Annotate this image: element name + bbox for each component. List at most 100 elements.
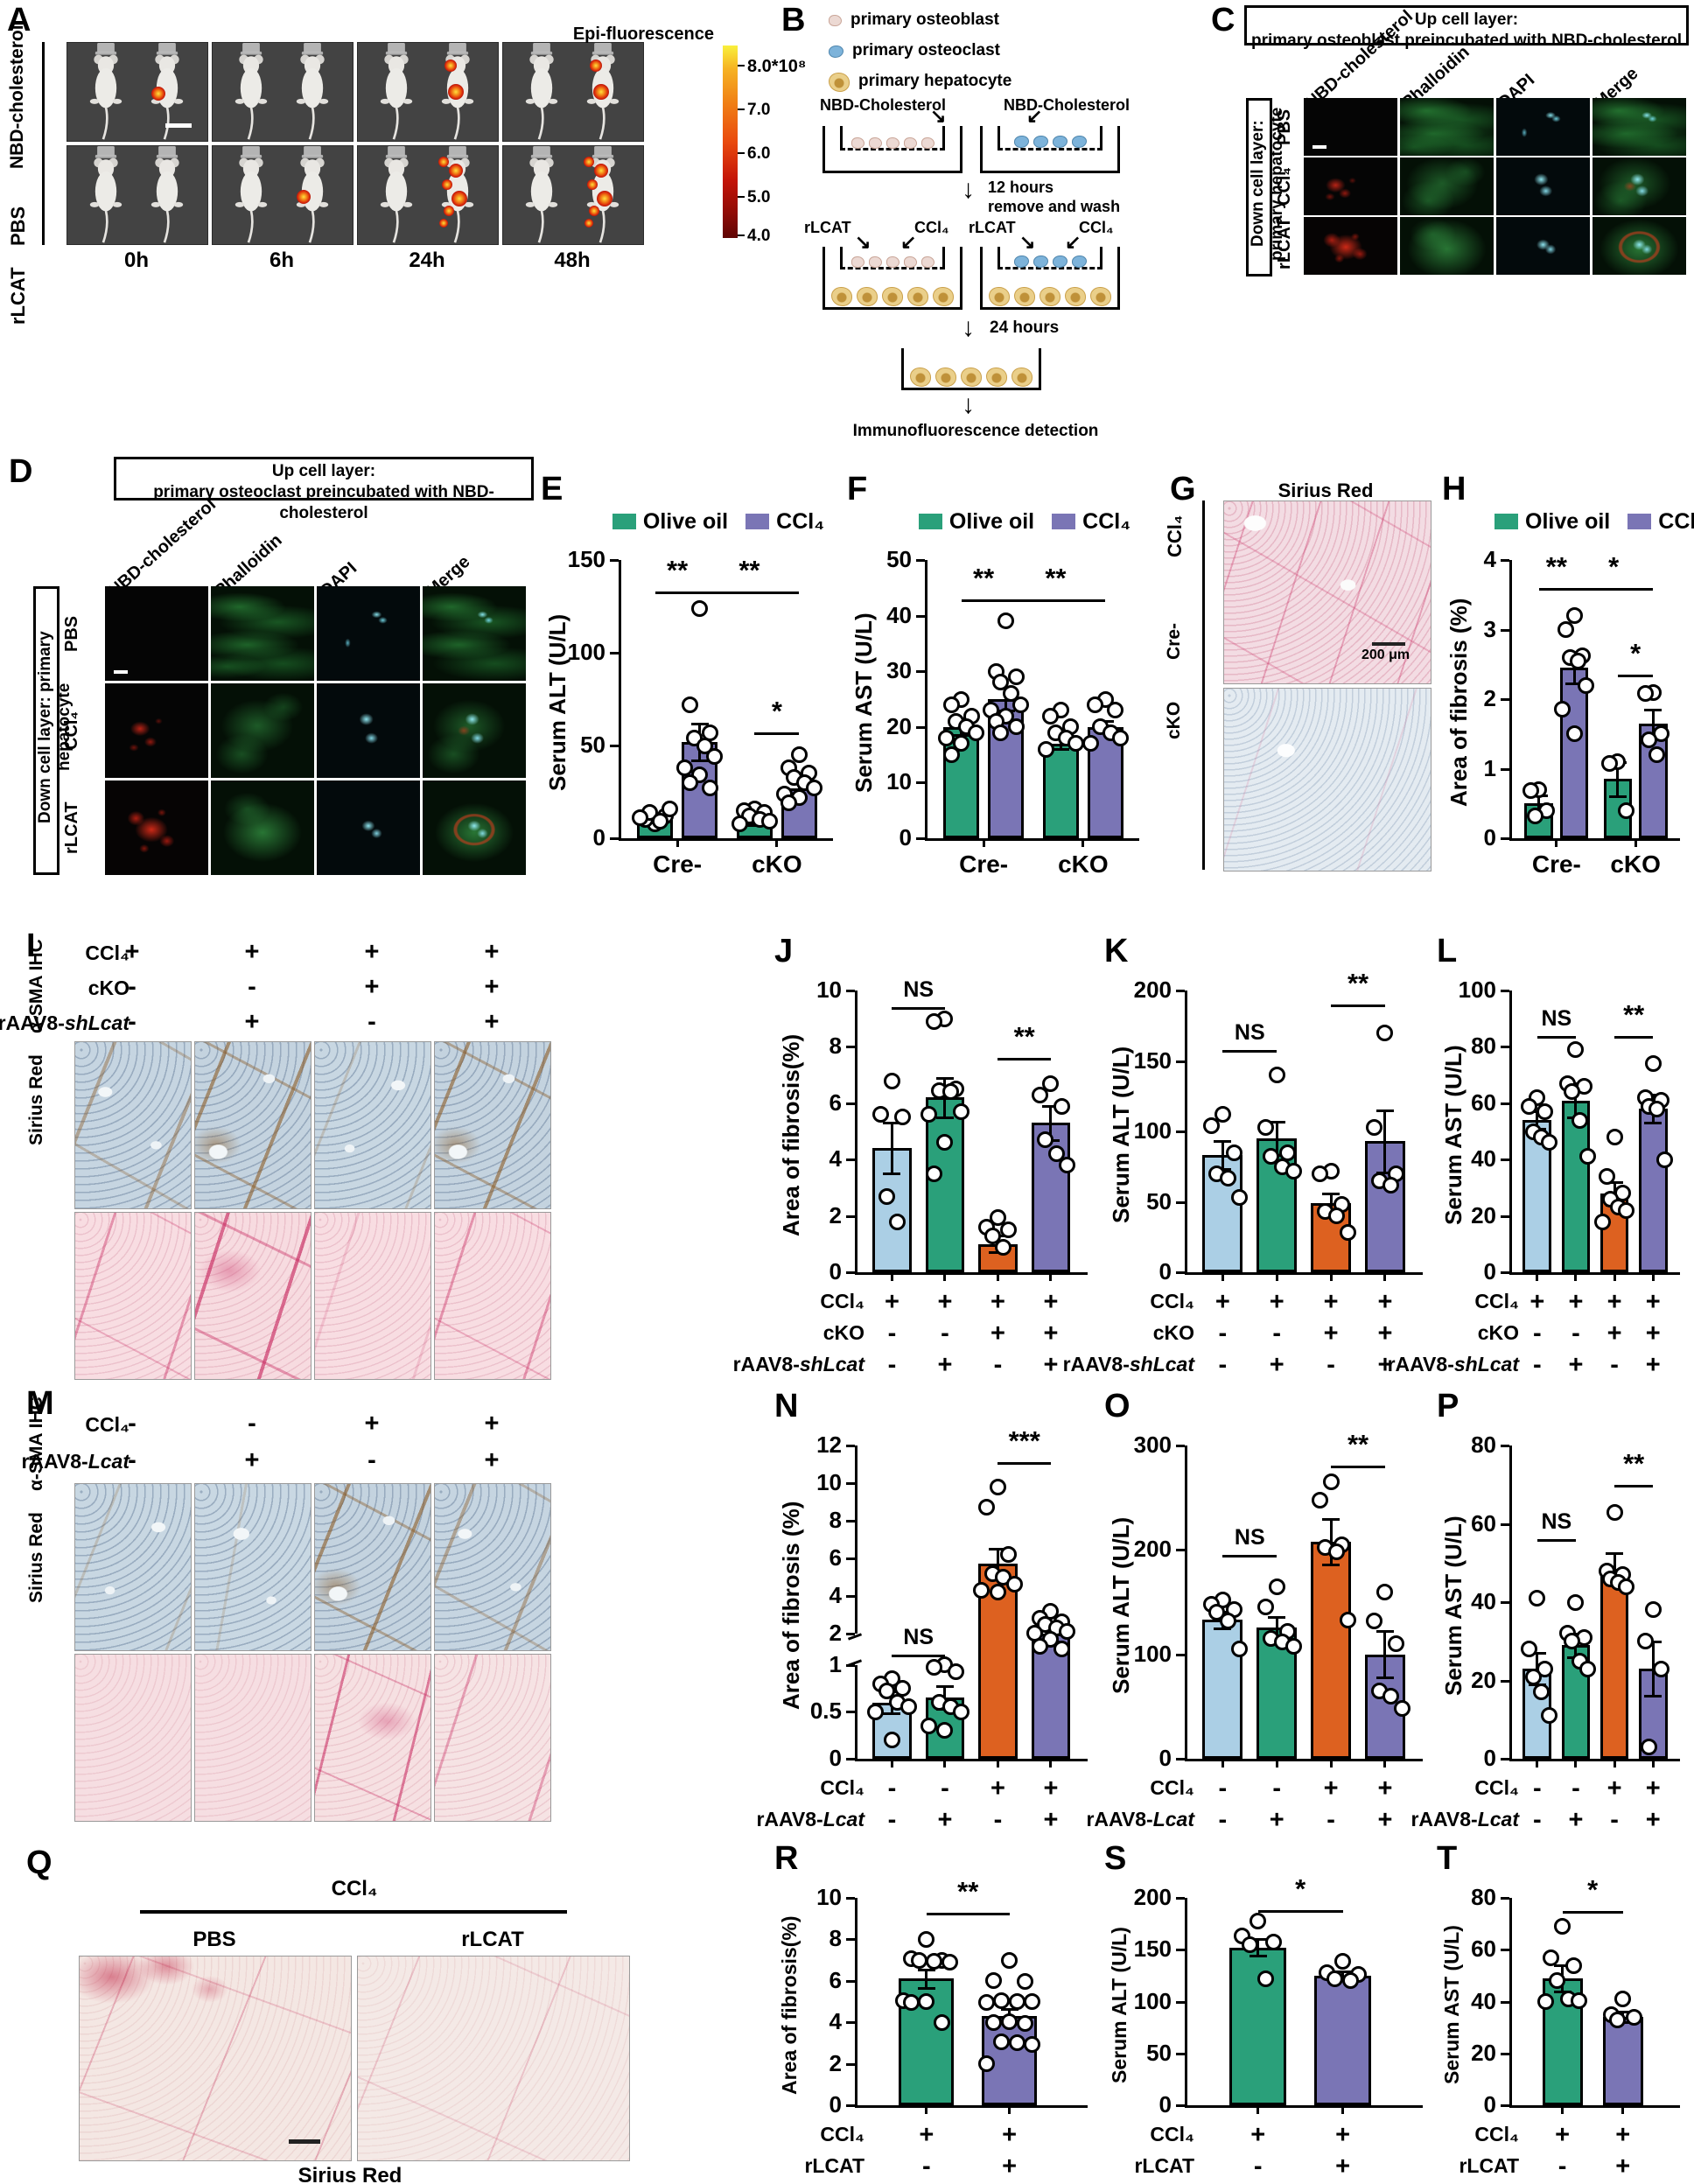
chart-legend: Olive oil CCl₄ — [586, 511, 833, 534]
axis-line — [1634, 838, 1637, 847]
data-point — [1284, 1637, 1302, 1655]
condition-label: CCl₄ — [1150, 2123, 1194, 2146]
data-point — [934, 2013, 950, 2031]
condition-value: + — [1323, 1774, 1339, 1802]
condition-value: + — [1615, 2121, 1631, 2149]
transwell-insert — [998, 126, 1102, 150]
y-tick-label: 8 — [829, 1506, 842, 1533]
condition-label: rAAV8-shLcat — [1387, 1353, 1519, 1376]
sirius-red-micrograph-rLCAT — [357, 1956, 630, 2161]
condition-label: CCl₄ — [1150, 1290, 1194, 1312]
axis-line — [1185, 990, 1187, 1272]
axis-line — [846, 990, 855, 992]
y-tick-label: 80 — [1471, 1884, 1496, 1910]
axis-line — [1617, 675, 1654, 678]
micrograph-α-SMA IHC-col4 — [434, 1483, 551, 1651]
axis-line — [1322, 1517, 1340, 1521]
data-point — [1365, 1612, 1382, 1629]
data-point — [1648, 1100, 1666, 1117]
data-point — [1606, 1128, 1623, 1145]
condition-label: cKO — [1477, 1321, 1519, 1344]
y-tick-label: 0 — [829, 2091, 842, 2118]
transwell-insert — [840, 247, 945, 270]
condition-value: + — [1043, 1774, 1059, 1802]
data-point — [878, 1683, 895, 1700]
condition-value: - — [1272, 1774, 1282, 1802]
y-tick-label: 60 — [1471, 1088, 1496, 1116]
mouse-image-cell — [357, 42, 499, 142]
y-tick-label: 100 — [1458, 976, 1496, 1003]
axis-line — [1501, 559, 1509, 562]
chart-O: O Serum ALT (U/L) 0 100 200 300 NS ** CCl₄ - - + + rA… — [1086, 1390, 1435, 1838]
axis-line — [925, 2105, 928, 2114]
micrograph-rLCAT-NBD-cholesterol — [1304, 217, 1397, 275]
chart-K: K Serum ALT (U/L) 0 50 100 150 200 NS ** CCl₄ + + + +… — [1063, 934, 1435, 1382]
data-point — [1225, 1144, 1242, 1161]
significance-label: ** — [1347, 968, 1369, 999]
condition-value: + — [1615, 2152, 1631, 2180]
y-tick-label: 4 — [829, 1581, 842, 1608]
axis-line — [1322, 1564, 1340, 1567]
data-point — [1339, 1611, 1356, 1628]
wash-label: remove and wash — [988, 198, 1121, 215]
condition-value: + — [884, 1288, 900, 1316]
hepatocyte-dot — [986, 368, 1007, 387]
axis-line — [1185, 1446, 1187, 1759]
cell-dot — [1071, 136, 1087, 148]
condition-label: CCl₄ — [1474, 1776, 1519, 1799]
data-point — [947, 1662, 964, 1680]
panel-I: I CCl₄ + + + + cKO - - + + rAAV8-shLcat - + - + α-SMA IH… — [0, 929, 761, 1384]
condition-label: cKO — [822, 1321, 864, 1344]
data-point — [1268, 1578, 1285, 1595]
cell-dot — [920, 137, 934, 149]
condition-value: + — [244, 1446, 260, 1474]
significance-label: ** — [738, 555, 760, 586]
condition-value: - — [1558, 2152, 1567, 2180]
axis-line — [42, 42, 45, 245]
axis-line — [1329, 1759, 1333, 1768]
condition-value: + — [1335, 2121, 1350, 2149]
data-point — [1617, 802, 1634, 819]
data-point — [941, 1953, 958, 1970]
data-point — [1598, 1168, 1615, 1186]
axis-line — [738, 152, 745, 154]
row-label-rLCAT: rLCAT — [62, 802, 81, 854]
y-tick-label: 40 — [1471, 1987, 1496, 2014]
data-point — [1008, 2034, 1026, 2052]
panel-letter: M — [26, 1385, 54, 1422]
chart-legend: Olive oil CCl₄ — [1477, 511, 1694, 534]
mouse-illustration — [525, 43, 558, 140]
data-point — [1053, 1641, 1070, 1658]
condition-value: - — [128, 973, 136, 1001]
data-point — [977, 2055, 995, 2073]
y-tick-label: 4 — [1483, 546, 1496, 572]
axis-line — [916, 837, 925, 840]
y-tick-label: 20 — [886, 712, 912, 739]
hepatocyte-dot — [961, 368, 982, 387]
condition-value: - — [887, 1806, 897, 1834]
data-point — [883, 1732, 900, 1749]
mouse-image-cell — [502, 145, 644, 245]
micrograph-CCl₄-Phalloidin — [1400, 158, 1494, 215]
down-cell-layer-box: Down cell layer: primary hepatocyte — [1246, 98, 1286, 276]
significance-label: NS — [1234, 1525, 1265, 1550]
data-point — [1543, 1949, 1560, 1966]
axis-line — [1331, 1004, 1385, 1008]
data-point — [918, 1993, 935, 2010]
condition-label: rAAV8-Lcat — [756, 1808, 864, 1830]
y-tick-label: 6 — [829, 1966, 842, 1993]
axis-line — [1501, 1271, 1509, 1274]
y-tick-label: 8 — [829, 1032, 842, 1060]
data-point — [1601, 754, 1619, 772]
data-point — [1024, 2035, 1041, 2053]
significance-label: NS — [1541, 1005, 1572, 1031]
axis-line — [1176, 1445, 1185, 1447]
legend-label: CCl₄ — [1658, 509, 1694, 534]
legend-swatch — [1494, 514, 1518, 529]
data-point — [1521, 1641, 1538, 1658]
micrograph-α-SMA IHC-col3 — [314, 1041, 431, 1209]
significance-label: ** — [667, 555, 689, 586]
panel-letter: T — [1437, 1840, 1458, 1877]
axis-line — [1509, 1898, 1512, 2105]
data-point — [1284, 1162, 1302, 1180]
